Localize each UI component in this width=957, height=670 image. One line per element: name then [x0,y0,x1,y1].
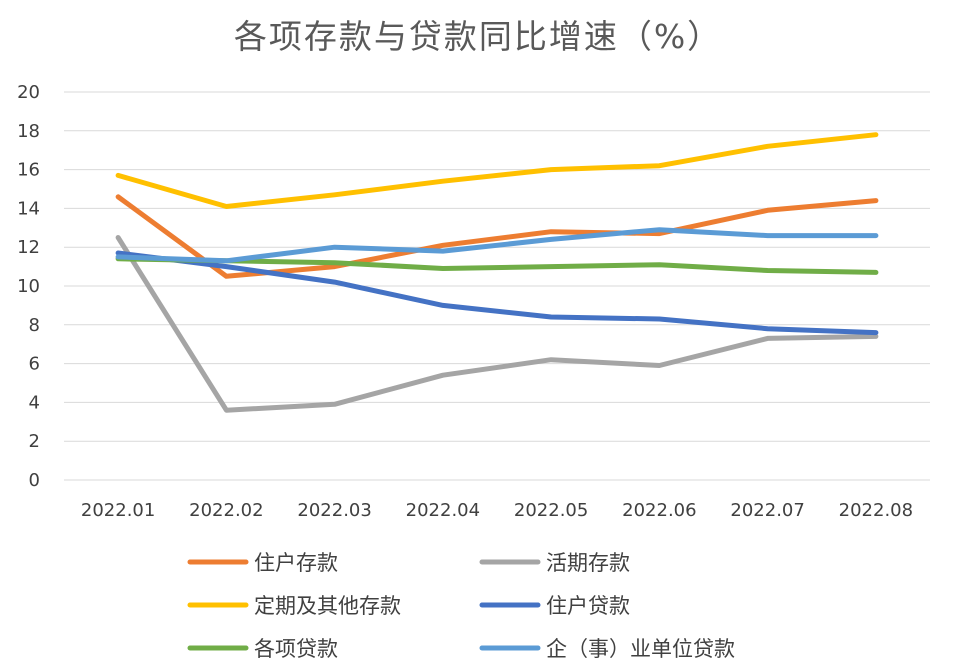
legend-label: 各项贷款 [254,637,338,661]
x-tick-label: 2022.01 [81,500,155,521]
y-tick-label: 14 [17,198,40,219]
x-axis-ticks: 2022.01 2022.02 2022.03 2022.04 2022.05 2022.… [81,500,913,521]
series-line [115,227,879,264]
legend-label: 住户贷款 [546,594,630,618]
series-line [115,235,879,413]
legend-label: 企（事）业单位贷款 [546,637,735,661]
x-tick-label: 2022.03 [297,500,371,521]
y-axis-ticks: 0 2 4 6 8 10 12 14 16 18 20 [17,82,40,491]
y-tick-label: 12 [17,237,40,258]
x-tick-label: 2022.08 [839,500,913,521]
y-tick-label: 8 [29,315,40,336]
x-tick-label: 2022.06 [622,500,696,521]
legend-label: 定期及其他存款 [254,594,401,618]
x-tick-label: 2022.07 [730,500,804,521]
y-tick-label: 16 [17,160,40,181]
y-tick-label: 2 [29,431,40,452]
y-tick-label: 4 [29,392,40,413]
x-tick-label: 2022.04 [406,500,480,521]
series-line [115,194,879,279]
series-line [115,132,879,209]
series-line [115,250,879,336]
y-tick-label: 20 [17,82,40,103]
y-tick-label: 0 [29,470,40,491]
chart-title: 各项存款与贷款同比增速（%） [234,17,722,56]
x-tick-label: 2022.02 [189,500,263,521]
gridlines [64,91,930,481]
y-tick-label: 18 [17,121,40,142]
y-tick-label: 6 [29,354,40,375]
x-tick-label: 2022.05 [514,500,588,521]
series-line [115,256,879,275]
series-lines [115,132,879,413]
legend-label: 活期存款 [546,551,630,575]
legend-label: 住户存款 [254,551,338,575]
y-tick-label: 10 [17,276,40,297]
